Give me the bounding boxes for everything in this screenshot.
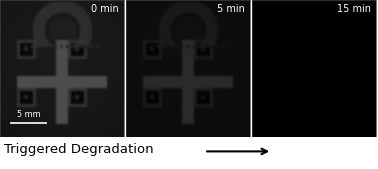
Text: 5 min: 5 min <box>217 4 245 14</box>
Text: 15 min: 15 min <box>337 4 371 14</box>
Text: 0 min: 0 min <box>91 4 119 14</box>
Text: Triggered Degradation: Triggered Degradation <box>4 143 158 156</box>
Text: 5 mm: 5 mm <box>17 110 40 119</box>
